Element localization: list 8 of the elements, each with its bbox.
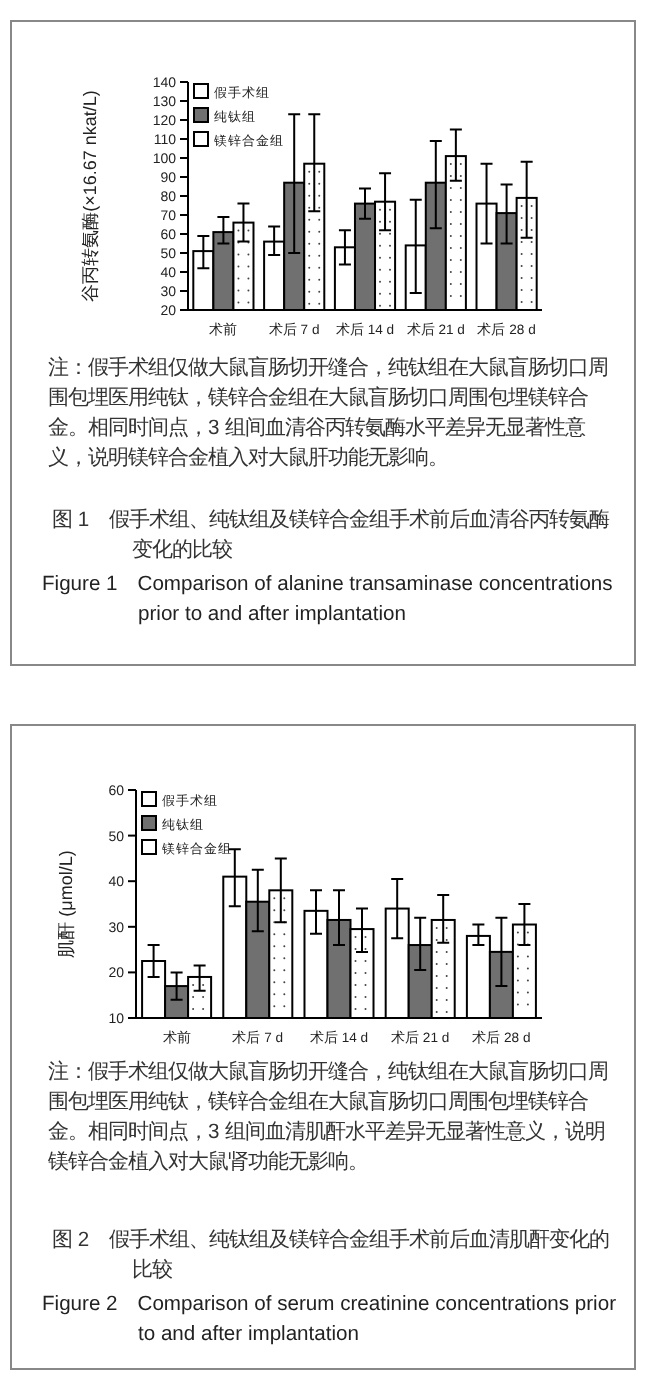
text: Figure 1 Comparison of alanine transaminase concentrations prior to and after implantation	[42, 572, 615, 630]
text: 图 1 假手术组、纯钛组及镁锌合金组手术前后血清谷丙转氨酶变化的比较	[52, 506, 612, 566]
text: 图 2 假手术组、纯钛组及镁锌合金组手术前后血清肌酐变化的比较	[52, 1226, 612, 1286]
text: 注：假手术组仅做大鼠盲肠切开缝合，纯钛组在大鼠盲肠切口周围包埋医用纯钛，镁锌合金组在大鼠盲肠切口周围包埋镁锌合金。相同时间点，3 组间血清肌酐水平差异无显著性意义，说明镁锌合金植入对大鼠肾功能无影响。	[48, 1058, 610, 1178]
y-axis-title: 谷丙转氨酶(×16.67 nkat/L)	[80, 90, 100, 302]
y-axis-title: 肌酐 (μmol/L)	[56, 850, 76, 958]
text: Figure 2 Comparison of serum creatinine concentrations prior to and after implantation	[42, 1292, 619, 1350]
text: 注：假手术组仅做大鼠盲肠切开缝合，纯钛组在大鼠盲肠切口周围包埋医用纯钛，镁锌合金组在大鼠盲肠切口周围包埋镁锌合金。相同时间点，3 组间血清谷丙转氨酶水平差异无显著性意义，说明镁锌合金植入对大鼠肝功能无影响。	[48, 354, 610, 474]
